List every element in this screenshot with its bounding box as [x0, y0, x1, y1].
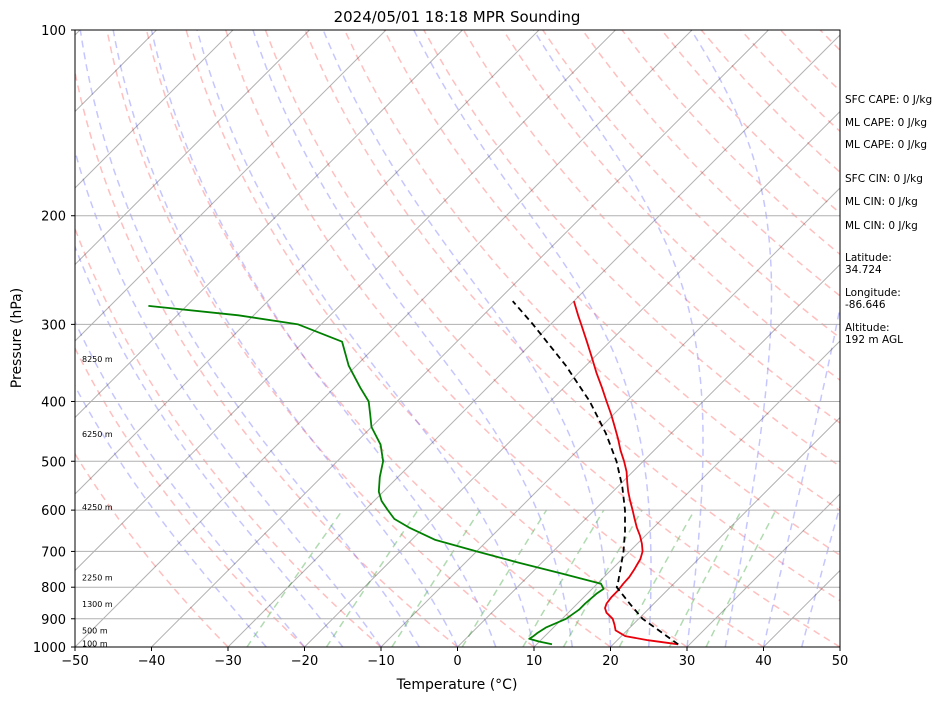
annotation-text: -86.646 [845, 299, 886, 311]
mixing-ratio-line [523, 510, 604, 647]
isotherm-line [228, 30, 845, 647]
annotation-text: Altitude: [845, 322, 890, 334]
isotherm-line [305, 30, 922, 647]
y-tick-label: 100 [41, 24, 66, 39]
annotation-text: ML CAPE: 0 J/kg [845, 117, 927, 129]
moist-adiabat-line [323, 30, 610, 647]
chart-title: 2024/05/01 18:18 MPR Sounding [334, 8, 581, 26]
y-tick-label: 1000 [33, 641, 66, 656]
height-labels: 100 m 500 m 1300 m 2250 m 4250 m 6250 m 8250 m [82, 355, 113, 649]
isotherm-line [152, 30, 769, 647]
side-annotations: SFC CAPE: 0 J/kg ML CAPE: 0 J/kg ML CAPE: … [845, 94, 932, 346]
y-tick-label: 500 [41, 455, 66, 470]
dry-adiabat-line [265, 30, 840, 647]
dry-adiabat-line [28, 30, 381, 647]
y-tick-label: 700 [41, 545, 66, 560]
temperature-line [574, 301, 678, 644]
x-tick-label: 20 [602, 654, 619, 669]
x-tick-label: −20 [291, 654, 318, 669]
height-label: 100 m [82, 639, 108, 648]
y-tick-label: 400 [41, 395, 66, 410]
moist-adiabat-line [534, 30, 703, 647]
x-tick-label: −30 [214, 654, 241, 669]
moist-adiabat-line [414, 30, 651, 647]
annotation-text: Longitude: [845, 287, 901, 299]
x-tick-label: 10 [526, 654, 543, 669]
moist-adiabat-line [25, 30, 343, 647]
x-tick-label: 0 [453, 654, 461, 669]
dry-adiabat-line [147, 30, 611, 647]
y-tick-label: 200 [41, 210, 66, 225]
mixing-ratio-line [706, 510, 776, 647]
isotherm-line [0, 30, 4, 647]
x-axis: −50 −40 −30 −20 −10 0 10 20 30 40 50 [61, 647, 848, 669]
height-label: 4250 m [82, 503, 113, 512]
x-axis-label: Temperature (°C) [396, 677, 518, 693]
dewpoint-line [148, 306, 603, 644]
isotherm-line [0, 30, 539, 647]
y-tick-label: 600 [41, 504, 66, 519]
pressure-gridlines [75, 30, 840, 647]
height-label: 1300 m [82, 600, 113, 609]
x-tick-label: 50 [832, 654, 849, 669]
annotation-text: 34.724 [845, 264, 882, 276]
annotation-text: 192 m AGL [845, 334, 903, 346]
annotation-text: ML CIN: 0 J/kg [845, 196, 918, 208]
isotherm-line [75, 30, 692, 647]
height-label: 2250 m [82, 573, 113, 582]
x-tick-label: −40 [138, 654, 165, 669]
moist-adiabat-line [80, 30, 419, 647]
moist-adiabat-line [197, 30, 534, 647]
x-tick-label: −50 [61, 654, 88, 669]
annotation-text: ML CIN: 0 J/kg [845, 220, 918, 232]
y-axis: 100 200 300 400 500 600 700 800 900 1000 [33, 24, 75, 656]
mixing-ratio-line [392, 510, 480, 647]
moist-adiabat-line [152, 30, 496, 647]
mixing-ratio-line [247, 510, 343, 647]
isotherm-line [0, 30, 616, 647]
plot-frame [75, 30, 840, 647]
dry-adiabat-line [0, 30, 228, 647]
y-tick-label: 300 [41, 318, 66, 333]
annotation-text: SFC CIN: 0 J/kg [845, 173, 923, 185]
annotation-text: Latitude: [845, 252, 892, 264]
height-label: 500 m [82, 626, 108, 635]
x-tick-label: 40 [755, 654, 772, 669]
annotation-text: ML CAPE: 0 J/kg [845, 139, 927, 151]
annotation-text: SFC CAPE: 0 J/kg [845, 94, 932, 106]
mixing-ratio-line [462, 510, 546, 647]
x-tick-label: 30 [679, 654, 696, 669]
x-tick-label: −10 [367, 654, 394, 669]
height-label: 6250 m [82, 430, 113, 439]
y-tick-label: 900 [41, 613, 66, 628]
background-lines [0, 30, 947, 647]
y-axis-label: Pressure (hPa) [9, 288, 25, 388]
height-label: 8250 m [82, 355, 113, 364]
y-tick-label: 800 [41, 581, 66, 596]
isotherm-line [0, 30, 233, 647]
